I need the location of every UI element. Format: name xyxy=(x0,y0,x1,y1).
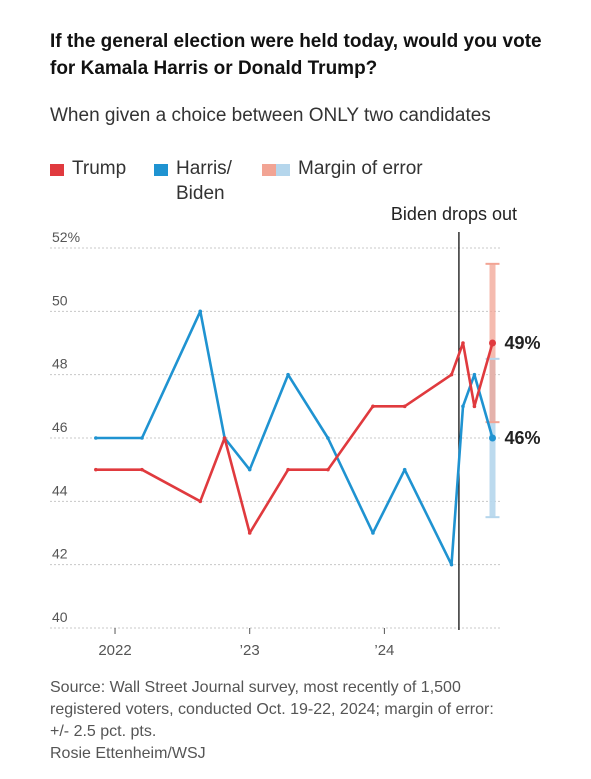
final-label-harris: 46% xyxy=(505,428,541,448)
legend-swatch-harris xyxy=(154,164,168,176)
y-tick-label-50: 50 xyxy=(52,292,68,308)
data-point-trump-4 xyxy=(247,531,252,535)
data-point-trump-1 xyxy=(140,467,144,472)
data-point-harris-1 xyxy=(140,436,144,440)
legend-swatch-trump xyxy=(50,164,64,176)
data-point-harris-5 xyxy=(286,372,290,377)
y-tick-label-46: 46 xyxy=(52,419,68,435)
source-line-1: Source: Wall Street Journal survey, most… xyxy=(50,679,461,696)
data-point-trump-6 xyxy=(326,467,330,472)
chart-title: If the general election were held today,… xyxy=(50,31,542,79)
data-point-trump-5 xyxy=(286,467,290,472)
data-point-trump-11 xyxy=(472,404,477,409)
x-tick-label-0: 2022 xyxy=(98,642,131,659)
legend-label-harris-line1: Harris/ xyxy=(176,158,232,179)
source-line-3: +/- 2.5 pct. pts. xyxy=(50,723,157,740)
data-point-harris-4 xyxy=(247,467,252,472)
source-line-4: Rosie Ettenheim/WSJ xyxy=(50,745,206,762)
data-point-harris-8 xyxy=(402,467,407,472)
data-point-trump-2 xyxy=(198,499,203,504)
legend-label-moe: Margin of error xyxy=(298,158,423,179)
annotation-label-biden-drops-out: Biden drops out xyxy=(391,204,517,224)
data-point-trump-10 xyxy=(461,341,465,345)
y-tick-label-44: 44 xyxy=(52,482,68,498)
data-point-harris-6 xyxy=(326,436,330,440)
data-point-trump-8 xyxy=(402,404,407,409)
source-line-2: registered voters, conducted Oct. 19-22,… xyxy=(50,701,494,718)
data-point-harris-10 xyxy=(461,404,465,409)
x-tick-label-1: ’23 xyxy=(240,642,260,659)
data-point-trump-0 xyxy=(94,467,98,472)
legend-label-trump: Trump xyxy=(72,158,127,179)
data-point-harris-9 xyxy=(449,562,454,567)
data-point-harris-11 xyxy=(472,372,477,377)
line-chart: 40 42 44 46 48 50 52% 2022 ’23 ’24 Biden drops out… xyxy=(50,204,541,659)
legend-label-harris-line2: Biden xyxy=(176,183,225,204)
data-point-trump-7 xyxy=(371,404,375,409)
end-dot-trump xyxy=(489,339,497,347)
y-tick-label-40: 40 xyxy=(52,609,68,625)
y-tick-label-48: 48 xyxy=(52,356,68,372)
data-point-trump-9 xyxy=(449,372,454,377)
data-point-harris-7 xyxy=(371,531,375,535)
data-point-harris-2 xyxy=(198,309,203,314)
y-tick-label-42: 42 xyxy=(52,546,68,562)
final-label-trump: 49% xyxy=(505,333,541,353)
source-note: Source: Wall Street Journal survey, most… xyxy=(50,677,570,765)
data-point-trump-3 xyxy=(222,436,227,440)
data-point-harris-0 xyxy=(94,436,98,440)
chart-subtitle: When given a choice between ONLY two can… xyxy=(50,105,491,126)
y-tick-label-52: 52% xyxy=(52,229,80,245)
legend-swatch-moe xyxy=(262,164,290,176)
end-dot-harris xyxy=(489,434,497,442)
x-tick-label-2: ’24 xyxy=(374,642,394,659)
